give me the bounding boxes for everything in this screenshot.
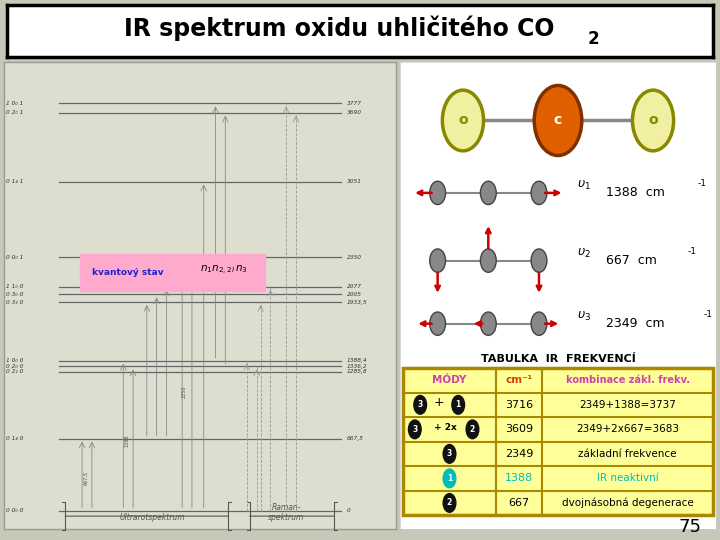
Text: $\upsilon_3$: $\upsilon_3$ [577,310,591,323]
Text: 0 0₀ 0: 0 0₀ 0 [6,508,23,513]
Text: 0 0₀ 1: 0 0₀ 1 [6,255,23,260]
Circle shape [430,181,446,205]
Text: 667  cm: 667 cm [606,254,657,267]
Circle shape [534,85,582,156]
Text: 667,5: 667,5 [84,471,89,485]
Text: IR spektrum oxidu uhličitého CO: IR spektrum oxidu uhličitého CO [124,16,554,41]
Text: 3: 3 [412,425,418,434]
Bar [402,368,714,515]
Circle shape [430,249,446,272]
Circle shape [480,312,496,335]
Text: 0 3₃ 0: 0 3₃ 0 [6,300,23,305]
Text: 1388: 1388 [125,434,130,447]
Circle shape [632,90,674,151]
Circle shape [442,90,484,151]
Text: 1: 1 [447,474,452,483]
Text: 0 1₄ 1: 0 1₄ 1 [6,179,23,184]
Text: cm⁻¹: cm⁻¹ [505,375,533,386]
Text: IR neaktivní: IR neaktivní [597,474,659,483]
Text: 667,5: 667,5 [347,436,364,441]
Text: 3: 3 [447,449,452,458]
Circle shape [430,312,446,335]
Text: + 2x: + 2x [434,423,457,433]
Text: 3609: 3609 [505,424,534,434]
Text: 3716: 3716 [505,400,534,410]
Text: MÓDY: MÓDY [432,375,467,386]
Text: 1285,8: 1285,8 [347,369,368,374]
Text: 2077: 2077 [347,284,362,289]
Text: dvojnásobná degenerace: dvojnásobná degenerace [562,498,693,508]
Text: TABULKA  IR  FREKVENCÍ: TABULKA IR FREKVENCÍ [481,354,635,364]
Text: -1: -1 [688,247,697,256]
Text: 1388  cm: 1388 cm [606,186,665,199]
Text: 2349: 2349 [505,449,534,459]
Text: 1933,5: 1933,5 [347,300,368,305]
Text: Ultrarotspektrum: Ultrarotspektrum [120,513,186,522]
Text: 0 2₀ 0: 0 2₀ 0 [6,364,23,369]
Text: 2005: 2005 [347,292,362,297]
Text: 0 1₄ 0: 0 1₄ 0 [6,436,23,441]
Text: c: c [554,113,562,127]
Text: 2: 2 [588,30,599,48]
Circle shape [452,395,464,414]
Text: o: o [458,113,468,127]
Circle shape [408,420,421,438]
Text: základní frekvence: základní frekvence [578,449,677,459]
Text: 2: 2 [447,498,452,508]
Text: o: o [648,113,658,127]
Text: 1 1₀ 0: 1 1₀ 0 [6,284,23,289]
Text: 1 0₀ 0: 1 0₀ 0 [6,359,23,363]
Text: 3690: 3690 [347,110,362,115]
Text: 75: 75 [679,518,702,536]
Circle shape [444,444,456,463]
Text: $\upsilon_1$: $\upsilon_1$ [577,179,591,192]
Text: 0 3₀ 0: 0 3₀ 0 [6,292,23,297]
Circle shape [531,312,547,335]
Text: Raman-
spektrum: Raman- spektrum [268,503,305,522]
Text: 0 2₀ 1: 0 2₀ 1 [6,110,23,115]
Text: 0: 0 [347,508,351,513]
Circle shape [480,181,496,205]
Circle shape [531,249,547,272]
Text: 2349+2x667=3683: 2349+2x667=3683 [576,424,679,434]
Text: $\upsilon_2$: $\upsilon_2$ [577,247,591,260]
Text: 1388,4: 1388,4 [347,359,368,363]
Text: 1388: 1388 [505,474,534,483]
Text: 3051: 3051 [347,179,362,184]
Text: 2: 2 [470,425,475,434]
Text: 2349  cm: 2349 cm [606,317,664,330]
Text: 1336,2: 1336,2 [347,364,368,369]
Circle shape [414,395,426,414]
Circle shape [444,494,456,512]
Text: 2350: 2350 [347,255,362,260]
Text: 3777: 3777 [347,101,362,106]
FancyBboxPatch shape [80,254,264,291]
Text: 3: 3 [418,400,423,409]
Text: 0 2₂ 0: 0 2₂ 0 [6,369,23,374]
Text: 2350: 2350 [181,386,186,398]
Circle shape [466,420,479,438]
Text: 2349+1388=3737: 2349+1388=3737 [580,400,676,410]
Text: -1: -1 [698,179,706,188]
Text: +: + [434,396,444,409]
Text: $n_1 n_{2,2l}\, n_3$: $n_1 n_{2,2l}\, n_3$ [200,264,248,277]
Text: -1: -1 [703,310,713,319]
Circle shape [480,249,496,272]
Circle shape [444,469,456,488]
Text: kvantový stav: kvantový stav [92,268,163,277]
Text: 1 0₀ 1: 1 0₀ 1 [6,101,23,106]
Text: 1: 1 [456,400,461,409]
Circle shape [531,181,547,205]
Text: kombinace zákl. frekv.: kombinace zákl. frekv. [566,375,690,386]
Text: 667: 667 [508,498,530,508]
